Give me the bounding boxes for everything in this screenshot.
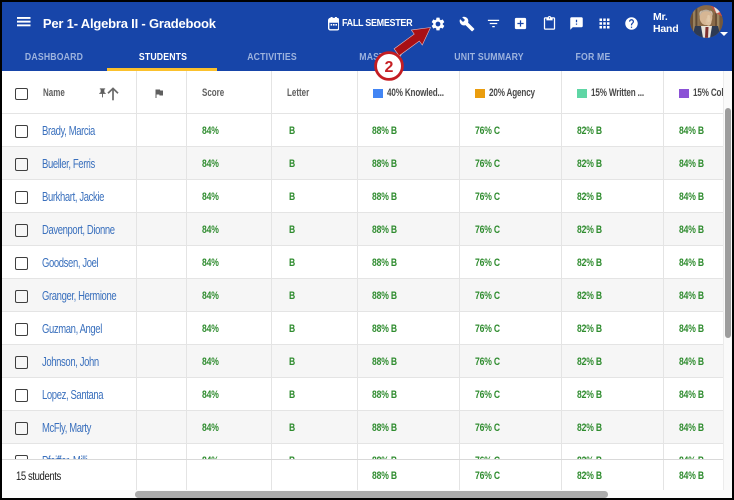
svg-text:2: 2: [385, 59, 394, 76]
